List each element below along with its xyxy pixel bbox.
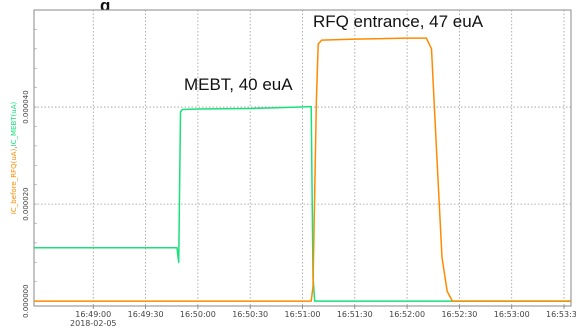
x-tick-label: 16:53:00 (494, 310, 530, 319)
y-axis-label-part: , (10, 146, 18, 148)
y-axis-label-part: IC_MEBT(uA) (10, 101, 18, 146)
y-tick-label: 0.000040 (22, 90, 30, 123)
x-tick-label: 16:51:30 (337, 310, 373, 319)
plot-area: 0.000000 0.000020 0.000040 16:49:002018-02-… (10, 9, 576, 328)
series-line-ic-before-rfq-ua (34, 37, 571, 302)
x-tick-label: 16:50:30 (232, 310, 268, 319)
x-tick-label: 16:51:00 (285, 310, 321, 319)
x-tick-label: 16:53:30 (546, 310, 576, 319)
x-tick-label: 16:49:00 (75, 310, 111, 319)
chart-title-fragment: g (100, 0, 110, 15)
x-tick-label: 16:52:30 (441, 310, 477, 319)
y-axis-label: IC_before_RFQ(uA),IC_MEBT(uA) (10, 101, 18, 214)
annotation-label: MEBT, 40 euA (184, 75, 293, 94)
x-tick-label: 16:52:00 (389, 310, 425, 319)
x-tick-label: 16:50:00 (180, 310, 216, 319)
y-tick-label: 0.000000 (22, 284, 30, 317)
annotation-label: RFQ entrance, 47 euA (313, 12, 484, 31)
y-tick-label: 0.000020 (22, 187, 30, 220)
y-axis-label-part: IC_before_RFQ(uA) (10, 148, 18, 214)
x-tick-label: 16:49:30 (128, 310, 164, 319)
x-tick-sublabel: 2018-02-05 (70, 319, 117, 328)
